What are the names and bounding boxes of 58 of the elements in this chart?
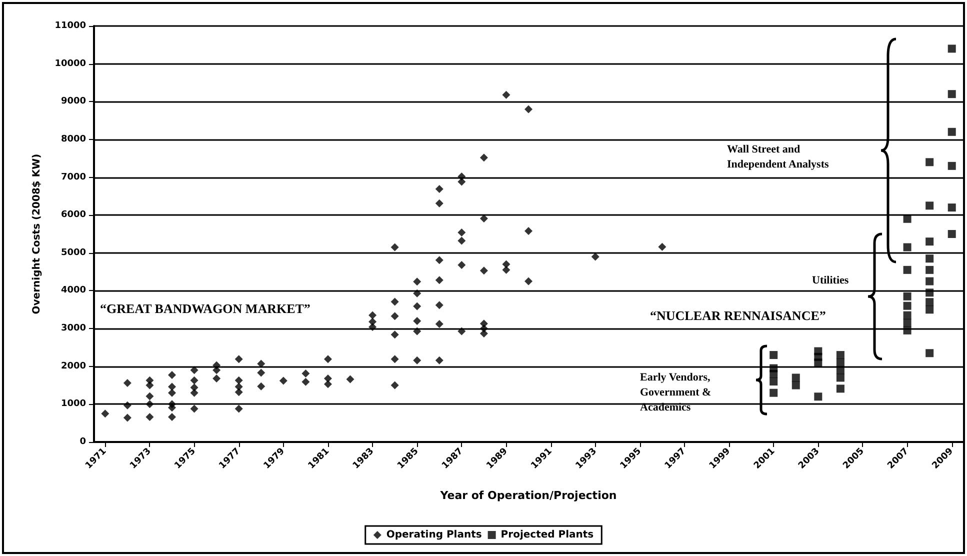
point bbox=[948, 204, 956, 212]
y-tick-label: 9000 bbox=[60, 96, 86, 107]
point bbox=[770, 388, 778, 397]
point bbox=[836, 358, 844, 367]
y-axis-title: Overnight Costs (2008$ KW) bbox=[32, 154, 42, 314]
point bbox=[792, 381, 800, 390]
annotation: Early Vendors, Government & Academics bbox=[640, 372, 714, 414]
point bbox=[948, 230, 956, 238]
y-tick-label: 2000 bbox=[60, 361, 86, 372]
point bbox=[836, 366, 844, 374]
point bbox=[770, 351, 778, 360]
point bbox=[903, 292, 912, 300]
point bbox=[926, 266, 934, 274]
point bbox=[926, 349, 934, 358]
point bbox=[903, 326, 912, 334]
point bbox=[926, 254, 934, 263]
point bbox=[792, 374, 800, 382]
point bbox=[926, 298, 934, 306]
point bbox=[836, 384, 844, 393]
point bbox=[836, 351, 844, 360]
point bbox=[926, 306, 934, 314]
y-tick-label: 7000 bbox=[60, 172, 86, 182]
point bbox=[903, 318, 912, 327]
y-tick-label: 10000 bbox=[54, 58, 86, 69]
legend-label: Operating Plants bbox=[386, 530, 482, 540]
point bbox=[926, 238, 934, 246]
point bbox=[926, 277, 934, 286]
point bbox=[903, 311, 912, 320]
y-tick-label: 11000 bbox=[54, 21, 86, 31]
point bbox=[903, 266, 912, 274]
point bbox=[948, 44, 956, 53]
y-tick-label: 6000 bbox=[60, 210, 86, 220]
point bbox=[814, 392, 822, 401]
point bbox=[948, 90, 956, 98]
annotation: “NUCLEAR RENNAISANCE” bbox=[650, 308, 826, 323]
point bbox=[836, 374, 844, 382]
y-tick-label: 5000 bbox=[60, 248, 86, 258]
point bbox=[903, 243, 912, 252]
point bbox=[926, 288, 934, 297]
point bbox=[814, 358, 822, 367]
y-tick-label: 4000 bbox=[60, 286, 86, 296]
point bbox=[948, 128, 956, 136]
y-tick-label: 8000 bbox=[60, 134, 86, 144]
y-tick-label: 0 bbox=[80, 437, 86, 447]
y-tick-label: 3000 bbox=[60, 324, 86, 334]
annotation: Utilities bbox=[812, 274, 850, 286]
point bbox=[903, 214, 912, 223]
point bbox=[903, 302, 912, 310]
point bbox=[926, 202, 934, 210]
point bbox=[948, 162, 956, 170]
legend-label: Projected Plants bbox=[500, 530, 594, 540]
point bbox=[926, 158, 934, 166]
x-axis-title: Year of Operation/Projection bbox=[439, 489, 617, 502]
annotation: Wall Street and Independent Analysts bbox=[727, 144, 830, 170]
y-tick-label: 1000 bbox=[60, 399, 86, 410]
point bbox=[770, 370, 778, 378]
annotation: “GREAT BANDWAGON MARKET” bbox=[100, 301, 310, 316]
point bbox=[770, 377, 778, 386]
